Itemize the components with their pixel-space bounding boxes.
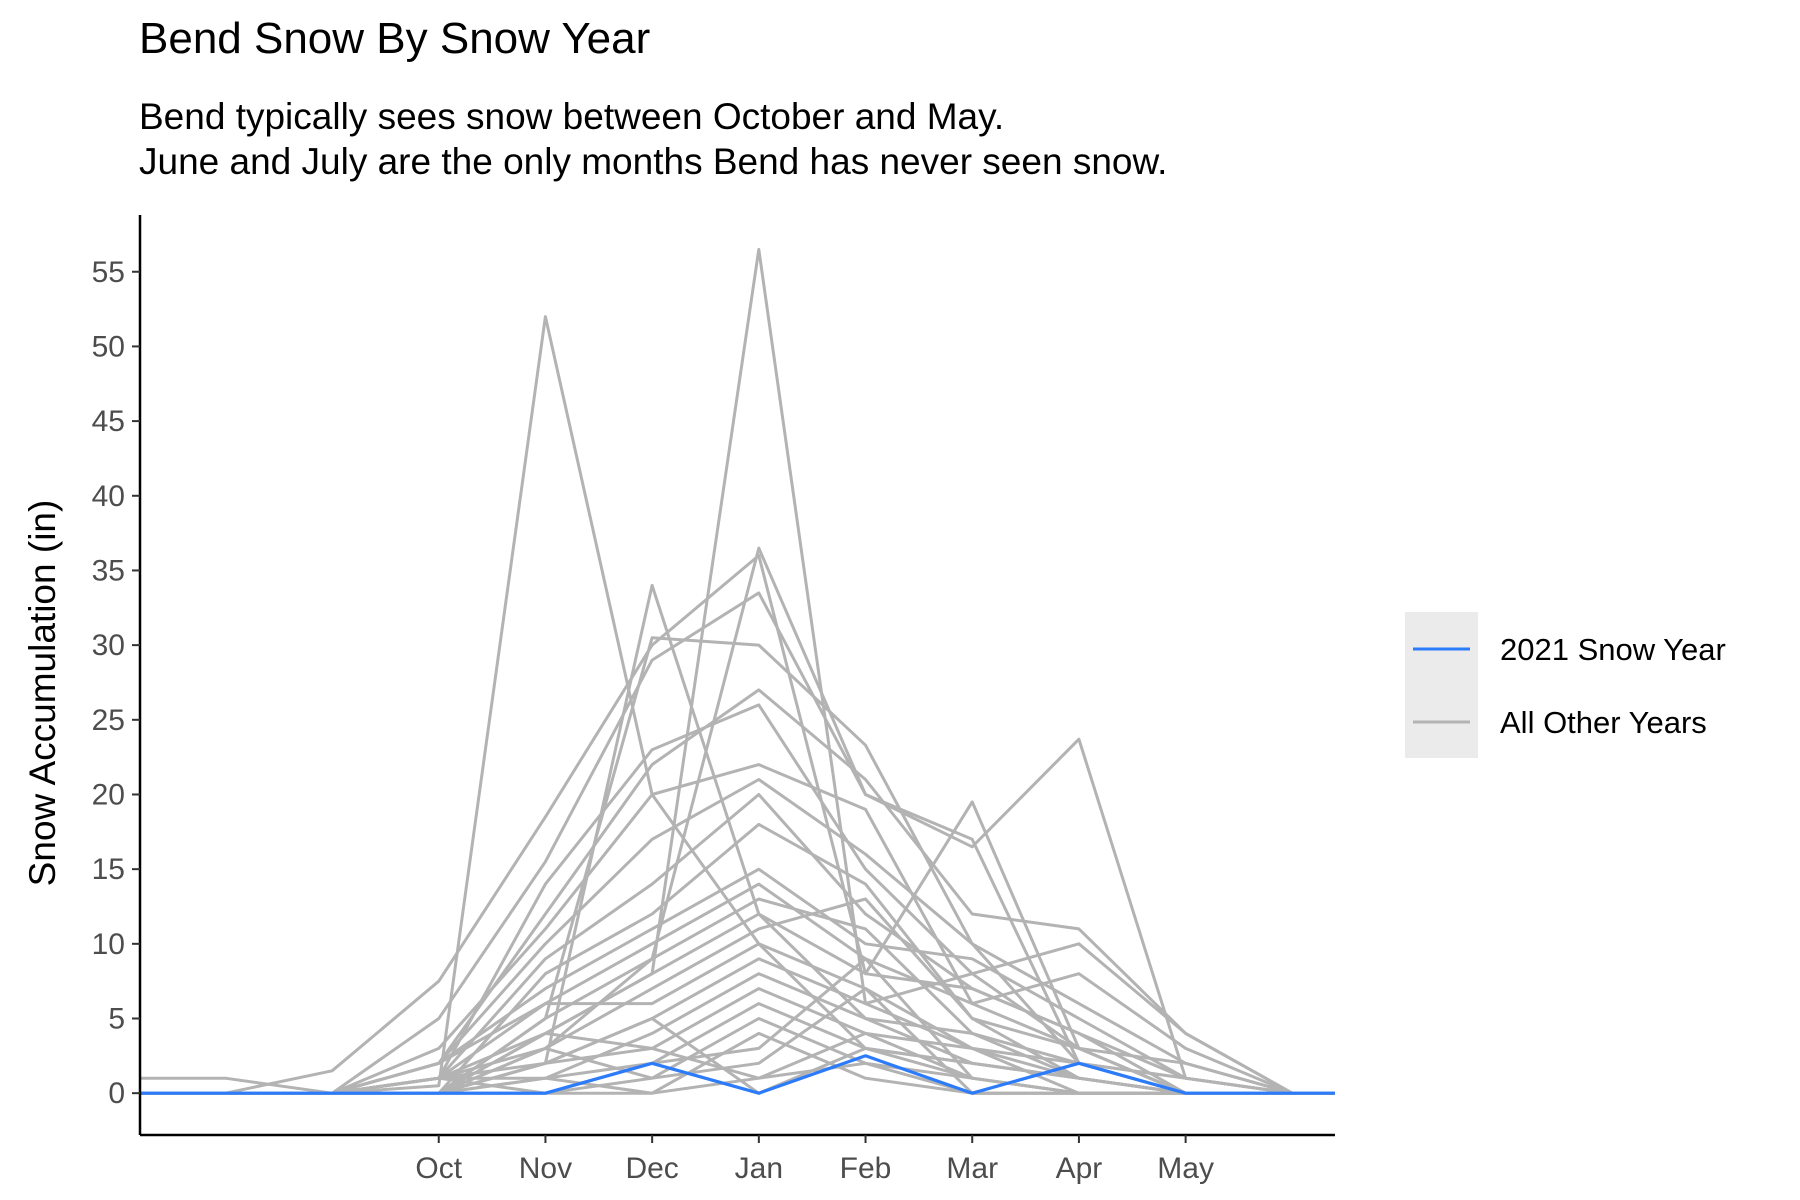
legend-label: All Other Years — [1500, 705, 1707, 740]
x-tick-label: Feb — [840, 1152, 892, 1185]
x-tick-label: Apr — [1056, 1152, 1103, 1185]
legend: 2021 Snow Year All Other Years — [1405, 612, 1726, 758]
y-tick-label: 15 — [92, 853, 125, 886]
x-tick-label: Mar — [946, 1152, 998, 1185]
axes-layer: 0 5 10 15 20 25 30 35 40 45 50 55 Oct Nov Dec Jan Feb Mar… — [92, 215, 1335, 1185]
legend-key-background — [1405, 612, 1478, 758]
y-tick-label: 50 — [92, 330, 125, 363]
y-tick-label: 35 — [92, 554, 125, 587]
series-layer — [140, 247, 1335, 1095]
y-tick-label: 45 — [92, 405, 125, 438]
y-tick-label: 0 — [108, 1077, 125, 1110]
x-tick-label: Dec — [625, 1152, 678, 1185]
subtitle-line-2: June and July are the only months Bend h… — [139, 141, 1168, 182]
y-tick-label: 20 — [92, 778, 125, 811]
chart-title: Bend Snow By Snow Year — [139, 14, 651, 63]
series-line-other-8 — [140, 688, 1335, 1095]
y-tick-label: 55 — [92, 256, 125, 289]
subtitle-line-1: Bend typically sees snow between October… — [139, 96, 1005, 137]
x-tick-label: May — [1157, 1152, 1214, 1185]
series-line-other-6 — [140, 554, 1335, 1095]
y-tick-label: 10 — [92, 928, 125, 961]
x-tick-label: Oct — [415, 1152, 462, 1185]
y-tick-label: 25 — [92, 704, 125, 737]
series-line-other-3 — [140, 546, 1335, 1095]
x-tick-label: Nov — [519, 1152, 572, 1185]
series-line-other-2 — [140, 247, 1335, 1095]
legend-label: 2021 Snow Year — [1500, 632, 1726, 667]
y-axis-title: Snow Accumulation (in) — [22, 500, 63, 887]
chart-subtitle: Bend typically sees snow between October… — [139, 94, 1167, 184]
series-line-2021 — [140, 1054, 1335, 1095]
series-line-other-9 — [140, 703, 1335, 1095]
series-line-other-12 — [140, 793, 1335, 1095]
x-tick-label: Jan — [735, 1152, 783, 1185]
y-tick-label: 40 — [92, 480, 125, 513]
y-tick-label: 30 — [92, 629, 125, 662]
y-tick-label: 5 — [108, 1003, 125, 1036]
